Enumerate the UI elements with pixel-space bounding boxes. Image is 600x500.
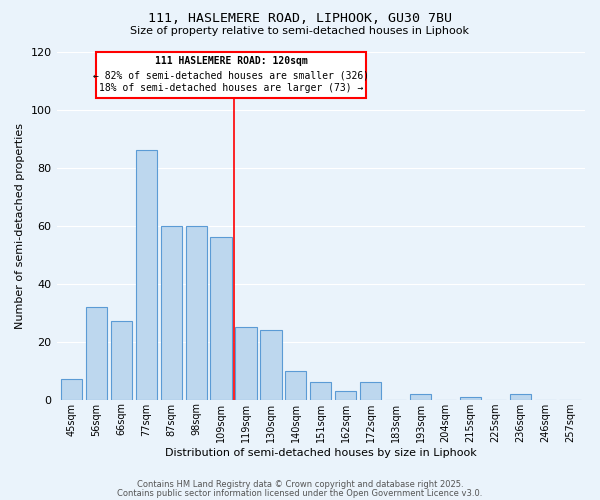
Bar (285, 370, 307, 400)
Bar (509, 394, 531, 400)
Text: 18% of semi-detached houses are larger (73) →: 18% of semi-detached houses are larger (… (99, 84, 363, 94)
Bar (185, 226, 207, 400)
Bar (161, 226, 182, 400)
Bar (360, 382, 381, 400)
Y-axis label: Number of semi-detached properties: Number of semi-detached properties (15, 122, 25, 328)
Bar (86, 307, 107, 400)
Bar (211, 237, 232, 400)
Text: Contains HM Land Registry data © Crown copyright and database right 2025.: Contains HM Land Registry data © Crown c… (137, 480, 463, 489)
Bar (235, 327, 257, 400)
Bar (410, 394, 431, 400)
FancyBboxPatch shape (97, 52, 365, 98)
Bar (310, 382, 331, 400)
Bar (335, 391, 356, 400)
Bar (460, 397, 481, 400)
Bar (136, 150, 157, 400)
X-axis label: Distribution of semi-detached houses by size in Liphook: Distribution of semi-detached houses by … (165, 448, 476, 458)
Bar (61, 380, 82, 400)
Bar (260, 330, 281, 400)
Bar (111, 322, 132, 400)
Text: ← 82% of semi-detached houses are smaller (326): ← 82% of semi-detached houses are smalle… (93, 70, 369, 81)
Text: 111 HASLEMERE ROAD: 120sqm: 111 HASLEMERE ROAD: 120sqm (155, 56, 307, 66)
Text: Size of property relative to semi-detached houses in Liphook: Size of property relative to semi-detach… (131, 26, 470, 36)
Text: 111, HASLEMERE ROAD, LIPHOOK, GU30 7BU: 111, HASLEMERE ROAD, LIPHOOK, GU30 7BU (148, 12, 452, 26)
Text: Contains public sector information licensed under the Open Government Licence v3: Contains public sector information licen… (118, 488, 482, 498)
